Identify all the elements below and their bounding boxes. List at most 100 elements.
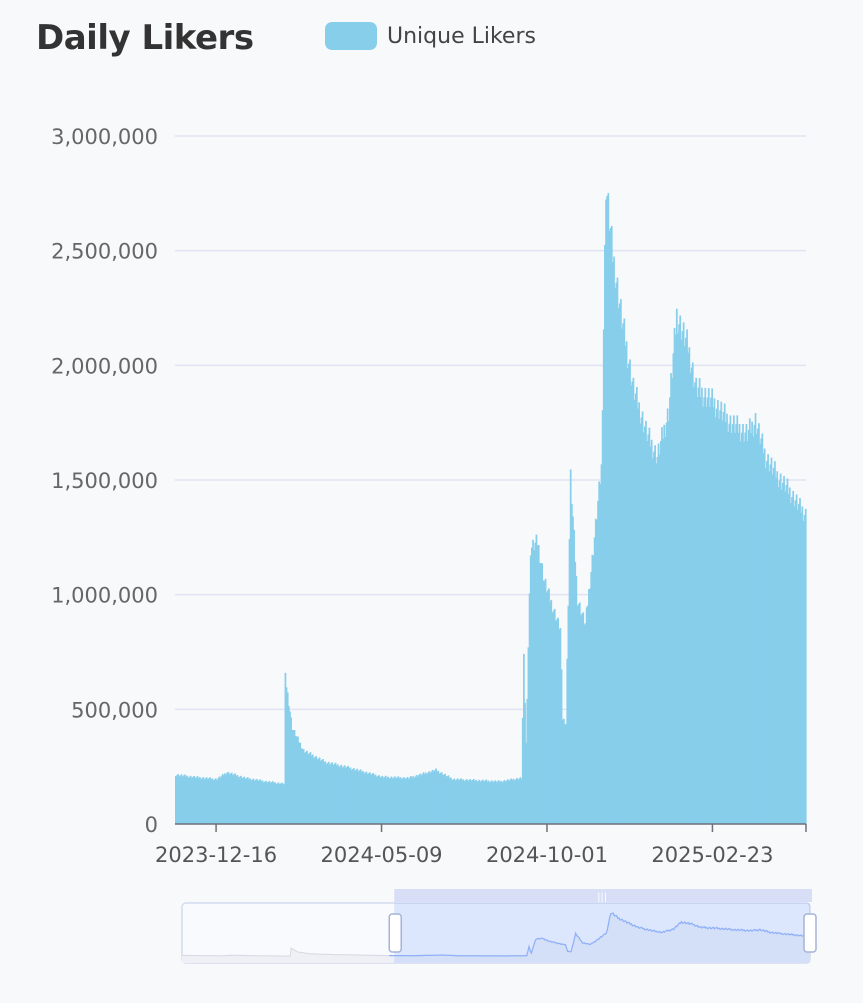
bar[interactable]: [639, 423, 642, 824]
bar[interactable]: [287, 706, 290, 824]
bar[interactable]: [333, 763, 336, 824]
bar[interactable]: [666, 408, 669, 824]
bar[interactable]: [257, 781, 259, 824]
bar[interactable]: [512, 778, 515, 824]
bar[interactable]: [462, 779, 465, 824]
bar[interactable]: [704, 387, 707, 824]
bar[interactable]: [198, 777, 201, 824]
bar[interactable]: [355, 769, 358, 824]
bar[interactable]: [739, 441, 742, 824]
bar[interactable]: [212, 780, 215, 824]
bar[interactable]: [596, 519, 598, 824]
bar[interactable]: [651, 458, 654, 824]
bar[interactable]: [305, 751, 307, 824]
bar[interactable]: [594, 518, 597, 824]
bar[interactable]: [302, 749, 305, 824]
bar[interactable]: [592, 555, 595, 824]
bar[interactable]: [293, 730, 296, 824]
bar[interactable]: [427, 772, 429, 824]
bar[interactable]: [553, 608, 556, 824]
bar[interactable]: [313, 758, 315, 824]
bar[interactable]: [791, 497, 793, 824]
bar[interactable]: [241, 778, 243, 824]
bar[interactable]: [735, 424, 737, 824]
bar[interactable]: [574, 561, 577, 824]
bar[interactable]: [732, 415, 735, 824]
bar[interactable]: [299, 742, 302, 824]
bar[interactable]: [440, 772, 443, 824]
bar[interactable]: [663, 424, 666, 824]
bar[interactable]: [318, 757, 321, 824]
bar[interactable]: [357, 771, 360, 824]
bar[interactable]: [233, 774, 235, 824]
bar[interactable]: [762, 453, 765, 824]
bar[interactable]: [484, 780, 486, 824]
bar[interactable]: [348, 768, 351, 824]
bar[interactable]: [350, 770, 353, 824]
bar[interactable]: [614, 287, 617, 825]
bar[interactable]: [439, 772, 442, 824]
bar[interactable]: [291, 729, 294, 824]
zoom-selected-range[interactable]: [394, 903, 810, 963]
bar[interactable]: [447, 775, 450, 824]
bar[interactable]: [226, 772, 229, 824]
bar[interactable]: [634, 393, 637, 824]
bar[interactable]: [509, 779, 512, 824]
bar[interactable]: [464, 780, 467, 824]
bar[interactable]: [278, 784, 281, 824]
bar[interactable]: [471, 779, 474, 824]
bar[interactable]: [504, 781, 507, 824]
bar[interactable]: [746, 441, 749, 824]
bar[interactable]: [673, 327, 676, 824]
bar[interactable]: [683, 346, 686, 824]
bar[interactable]: [438, 773, 441, 824]
bar[interactable]: [678, 324, 680, 824]
bar[interactable]: [470, 780, 473, 824]
bar[interactable]: [392, 777, 395, 824]
bar[interactable]: [754, 413, 757, 824]
bar[interactable]: [214, 778, 217, 824]
bar[interactable]: [752, 436, 755, 824]
bar[interactable]: [483, 781, 485, 824]
bar[interactable]: [347, 765, 350, 824]
bar[interactable]: [375, 776, 378, 824]
bar[interactable]: [406, 776, 409, 824]
bar[interactable]: [707, 388, 710, 824]
bar[interactable]: [235, 775, 238, 824]
bar[interactable]: [234, 773, 237, 824]
bar[interactable]: [675, 308, 678, 824]
bar[interactable]: [309, 752, 312, 824]
bar[interactable]: [777, 487, 780, 824]
bar[interactable]: [224, 773, 226, 824]
bar[interactable]: [792, 490, 795, 824]
bar[interactable]: [681, 330, 684, 824]
bar[interactable]: [718, 418, 720, 824]
bar[interactable]: [538, 562, 541, 824]
bar[interactable]: [565, 723, 567, 824]
bar[interactable]: [701, 387, 703, 824]
bar[interactable]: [285, 687, 288, 824]
bar[interactable]: [342, 766, 345, 824]
bar[interactable]: [801, 506, 804, 824]
bar[interactable]: [251, 779, 254, 824]
bar[interactable]: [699, 397, 702, 824]
bar[interactable]: [562, 718, 565, 824]
bar[interactable]: [576, 605, 579, 824]
bar[interactable]: [745, 423, 748, 824]
bar[interactable]: [487, 780, 490, 824]
bar[interactable]: [556, 619, 558, 824]
bar[interactable]: [492, 782, 494, 824]
bar[interactable]: [376, 776, 379, 824]
bar[interactable]: [321, 759, 323, 824]
bar[interactable]: [712, 407, 715, 824]
bar[interactable]: [308, 753, 311, 824]
bar[interactable]: [476, 781, 478, 824]
bar[interactable]: [535, 534, 538, 824]
bar[interactable]: [786, 478, 789, 824]
bar[interactable]: [252, 778, 255, 824]
bar[interactable]: [358, 770, 361, 824]
bar[interactable]: [395, 778, 397, 824]
bar[interactable]: [734, 432, 736, 824]
bar[interactable]: [461, 780, 464, 824]
bar[interactable]: [601, 410, 604, 824]
